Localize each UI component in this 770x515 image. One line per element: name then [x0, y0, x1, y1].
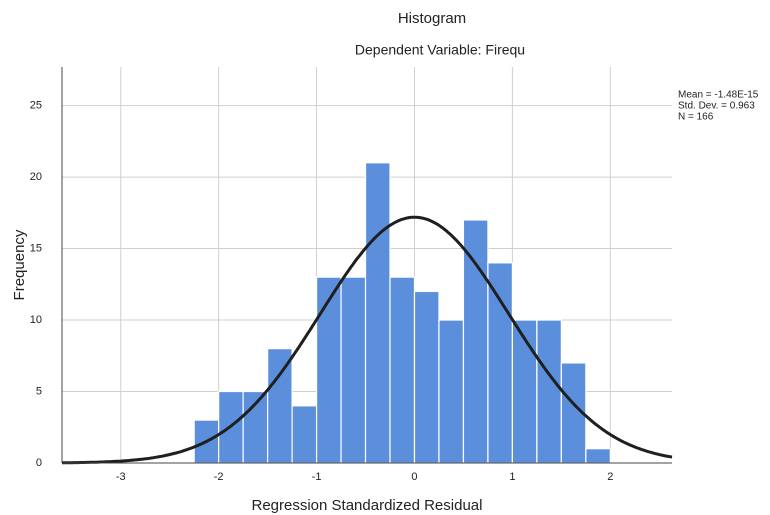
- y-tick-label: 20: [30, 171, 42, 183]
- bar: [463, 220, 487, 463]
- y-axis-label: Frequency: [11, 229, 28, 300]
- bar: [341, 277, 365, 463]
- x-tick-label: -1: [312, 471, 322, 483]
- chart-subtitle: Dependent Variable: Firequ: [355, 42, 525, 58]
- bar: [586, 449, 610, 463]
- x-tick-label: -3: [116, 471, 126, 483]
- bar: [292, 406, 316, 463]
- bar: [488, 263, 512, 463]
- y-tick-label: 0: [36, 457, 42, 469]
- chart: Histogram Dependent Variable: Firequ Reg…: [0, 0, 770, 515]
- x-tick-label: 1: [509, 471, 515, 483]
- stat-label: N = 166: [678, 112, 714, 123]
- y-tick-label: 5: [36, 385, 42, 397]
- y-tick-label: 25: [30, 100, 42, 112]
- y-tick-label: 15: [30, 242, 42, 254]
- stat-label: Mean = -1.48E-15: [678, 90, 759, 101]
- x-tick-label: 2: [607, 471, 613, 483]
- bar: [317, 277, 341, 463]
- bar: [366, 163, 390, 463]
- stat-label: Std. Dev. = 0.963: [678, 101, 755, 112]
- bar: [414, 291, 438, 463]
- x-tick-label: 0: [411, 471, 417, 483]
- bar: [537, 320, 561, 463]
- x-axis-label: Regression Standardized Residual: [252, 497, 483, 514]
- chart-title: Histogram: [398, 10, 466, 27]
- x-tick-label: -2: [214, 471, 224, 483]
- bar: [439, 320, 463, 463]
- y-tick-label: 10: [30, 314, 42, 326]
- bar: [268, 349, 292, 463]
- bar: [390, 277, 414, 463]
